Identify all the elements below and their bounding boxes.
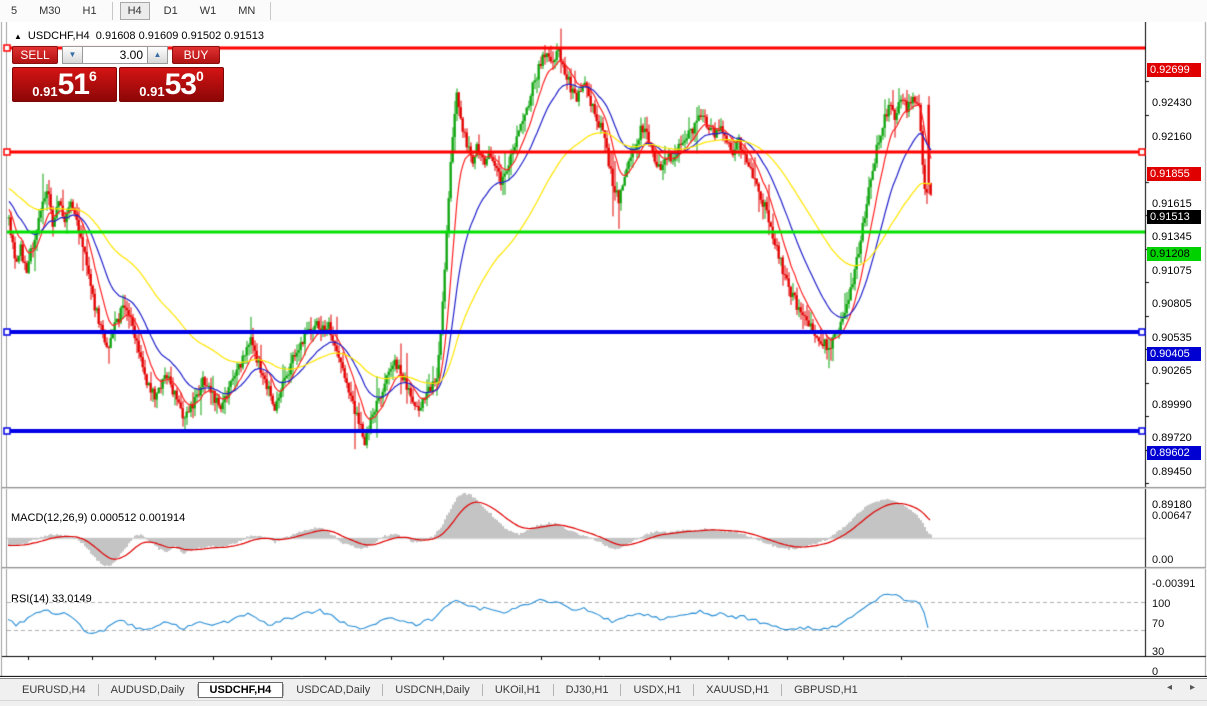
macd-label: MACD(12,26,9) 0.000512 0.001914 — [11, 512, 186, 524]
rsi-axis-label: 100 — [1152, 598, 1171, 610]
tab-usdx-h1[interactable]: USDX,H1 — [633, 683, 682, 696]
sell-price-display[interactable]: 0.91 51 6 — [12, 67, 117, 102]
toolbar-separator — [111, 2, 113, 20]
rsi-label: RSI(14) 33.0149 — [11, 593, 92, 605]
window-bottom-edge — [0, 700, 1207, 706]
macd-axis-label: -0.00391 — [1152, 578, 1196, 590]
volume-decrease-button[interactable]: ▼ — [62, 46, 82, 64]
price-badge-0.92699: 0.92699 — [1147, 63, 1201, 77]
macd-axis-label: 0.00 — [1152, 554, 1174, 566]
macd-axis-label: 0.00647 — [1152, 510, 1192, 522]
buy-price-big: 53 — [164, 68, 197, 101]
rsi-axis-label: 70 — [1152, 618, 1165, 631]
sell-price-prefix: 0.91 — [32, 84, 58, 99]
tab-separator — [781, 683, 783, 696]
chart-title: ▲ USDCHF,H4 0.91608 0.91609 0.91502 0.915… — [14, 30, 264, 42]
timeframe-button-h4[interactable]: H4 — [119, 2, 150, 20]
timeframe-button-m30[interactable]: M30 — [39, 5, 61, 17]
tab-separator — [97, 683, 99, 696]
tab-navigation: ◂ ▸ — [1167, 682, 1195, 693]
toolbar-separator — [270, 2, 272, 20]
timeframe-button-d1[interactable]: D1 — [163, 5, 178, 17]
buy-price-pip: 0 — [195, 68, 204, 84]
tab-gbpusd-h1[interactable]: GBPUSD,H1 — [794, 683, 858, 696]
tab-audusd-daily[interactable]: AUDUSD,Daily — [110, 683, 185, 696]
price-tick-label: 0.91615 — [1152, 198, 1192, 211]
rsi-axis-label: 0 — [1152, 666, 1159, 678]
chevron-right-icon[interactable]: ▸ — [1189, 682, 1195, 693]
tab-separator — [620, 683, 622, 696]
buy-button[interactable]: BUY — [172, 46, 220, 64]
rsi-axis-label: 30 — [1152, 645, 1165, 658]
one-click-trading-panel: SELL ▼ ▲ BUY 0.91 51 6 0.91 53 0 — [12, 46, 228, 102]
tab-ukoil-h1[interactable]: UKOil,H1 — [494, 683, 541, 696]
price-badge-0.91513: 0.91513 — [1147, 209, 1201, 224]
tab-separator — [693, 683, 695, 696]
tab-usdchf-h4[interactable]: USDCHF,H4 — [197, 681, 284, 698]
price-tick-label: 0.89180 — [1152, 499, 1192, 512]
chevron-left-icon[interactable]: ◂ — [1166, 682, 1172, 693]
sell-button[interactable]: SELL — [12, 46, 58, 64]
tab-separator — [382, 683, 384, 696]
collapse-panel-icon[interactable]: ▲ — [14, 32, 22, 41]
price-tick-label: 0.92430 — [1152, 97, 1192, 110]
tab-usdcnh-daily[interactable]: USDCNH,Daily — [395, 683, 470, 696]
symbol-tab-bar: EURUSD,H4 AUDUSD,Daily USDCHF,H4 USDCAD,Dai… — [0, 678, 1207, 700]
tab-eurusd-h4[interactable]: EURUSD,H4 — [22, 683, 86, 696]
buy-price-display[interactable]: 0.91 53 0 — [119, 67, 224, 102]
volume-input[interactable] — [82, 46, 148, 64]
timeframe-button-h1[interactable]: H1 — [82, 5, 97, 17]
price-tick-label: 0.90535 — [1152, 331, 1192, 344]
timeframe-button-mn[interactable]: MN — [238, 5, 256, 17]
price-chart-canvas[interactable] — [0, 22, 1207, 677]
timeframe-button-w1[interactable]: W1 — [199, 5, 217, 17]
price-badge-0.91208: 0.91208 — [1147, 247, 1201, 262]
tab-separator — [196, 683, 198, 696]
price-tick-label: 0.91345 — [1152, 231, 1192, 244]
tab-dj30-h1[interactable]: DJ30,H1 — [565, 683, 609, 696]
sell-price-big: 51 — [57, 68, 90, 101]
buy-price-prefix: 0.91 — [139, 84, 165, 99]
timeframe-toolbar: 5 M30 H1 H4 D1 W1 MN — [0, 0, 1207, 23]
chart-ohlc-values: 0.91608 0.91609 0.91502 0.91513 — [95, 30, 264, 42]
price-tick-label: 0.89720 — [1152, 432, 1192, 445]
chart-symbol-period: USDCHF,H4 — [27, 30, 90, 42]
tab-separator — [283, 683, 285, 696]
price-tick-label: 0.90265 — [1152, 365, 1192, 377]
tab-usdcad-daily[interactable]: USDCAD,Daily — [296, 683, 371, 696]
sell-price-pip: 6 — [88, 68, 97, 84]
price-badge-0.89602: 0.89602 — [1147, 446, 1201, 460]
chart-window: ▲ USDCHF,H4 0.91608 0.91609 0.91502 0.915… — [0, 22, 1207, 706]
price-badge-0.91855: 0.91855 — [1147, 167, 1201, 182]
tab-separator — [552, 683, 554, 696]
price-badge-0.90405: 0.90405 — [1147, 346, 1201, 361]
price-tick-label: 0.89450 — [1152, 465, 1192, 478]
volume-increase-button[interactable]: ▲ — [148, 46, 168, 64]
price-tick-label: 0.91075 — [1152, 264, 1192, 277]
timeframe-button-5[interactable]: 5 — [11, 5, 18, 17]
price-tick-label: 0.92160 — [1152, 130, 1192, 143]
tab-xauusd-h1[interactable]: XAUUSD,H1 — [706, 683, 770, 696]
price-tick-label: 0.90805 — [1152, 298, 1192, 311]
price-tick-label: 0.89990 — [1152, 399, 1192, 412]
tab-separator — [481, 683, 483, 696]
